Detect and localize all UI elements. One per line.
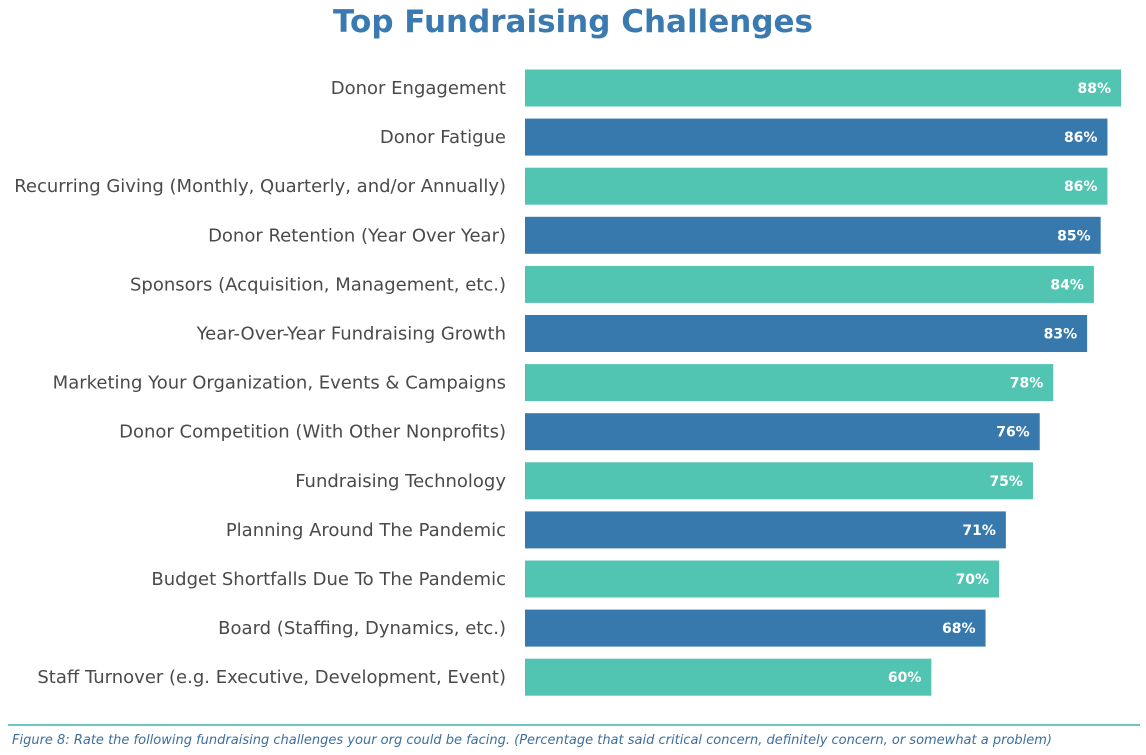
- category-label: Staff Turnover (e.g. Executive, Developm…: [37, 667, 506, 688]
- bar: [525, 69, 1121, 107]
- value-label: 70%: [956, 572, 990, 588]
- value-label: 60%: [888, 670, 922, 686]
- bar: [525, 216, 1101, 254]
- value-label: 84%: [1050, 277, 1084, 293]
- value-label: 86%: [1064, 130, 1098, 146]
- value-label: 71%: [962, 523, 996, 539]
- bar: [525, 265, 1094, 303]
- category-label: Board (Staffing, Dynamics, etc.): [218, 618, 506, 639]
- value-label: 86%: [1064, 179, 1098, 195]
- bar: [525, 118, 1108, 156]
- category-label: Year-Over-Year Fundraising Growth: [196, 324, 506, 345]
- category-label: Donor Engagement: [331, 78, 506, 99]
- figure-caption: Figure 8: Rate the following fundraising…: [12, 733, 1052, 748]
- bar: [525, 511, 1006, 549]
- bar: [525, 364, 1054, 402]
- chart-title: Top Fundraising Challenges: [333, 4, 813, 40]
- bar: [525, 462, 1033, 500]
- category-label: Marketing Your Organization, Events & Ca…: [53, 373, 506, 394]
- bar: [525, 315, 1088, 352]
- value-label: 85%: [1057, 228, 1091, 244]
- bar-chart: Donor Engagement 88% Donor Fatigue 86% Recur…: [14, 69, 1121, 696]
- bar: [525, 560, 1000, 598]
- value-label: 75%: [989, 474, 1023, 490]
- bar: [525, 658, 932, 696]
- category-label: Budget Shortfalls Due To The Pandemic: [151, 569, 506, 590]
- category-label: Donor Fatigue: [380, 127, 506, 148]
- bar: [525, 167, 1108, 205]
- category-label: Planning Around The Pandemic: [226, 520, 506, 541]
- category-label: Donor Competition (With Other Nonprofits…: [119, 422, 506, 443]
- category-label: Recurring Giving (Monthly, Quarterly, an…: [14, 176, 506, 197]
- value-label: 88%: [1077, 81, 1111, 97]
- caption-divider: [8, 724, 1140, 726]
- value-label: 68%: [942, 621, 976, 637]
- bar: [525, 609, 986, 647]
- category-label: Donor Retention (Year Over Year): [208, 225, 506, 246]
- bar: [525, 413, 1040, 451]
- value-label: 78%: [1010, 376, 1044, 392]
- value-label: 83%: [1044, 327, 1078, 343]
- value-label: 76%: [996, 425, 1030, 441]
- category-label: Sponsors (Acquisition, Management, etc.): [130, 274, 506, 295]
- category-label: Fundraising Technology: [295, 471, 506, 492]
